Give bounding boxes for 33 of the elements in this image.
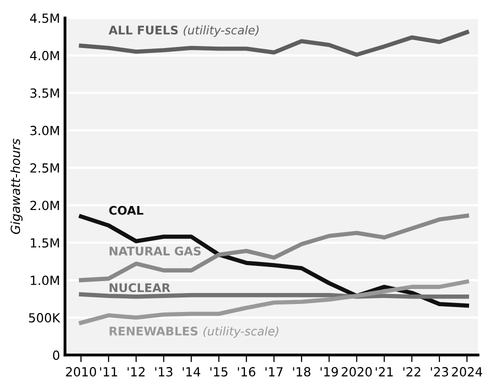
y-tick-label: 0: [53, 350, 60, 360]
series-label: NUCLEAR: [110, 283, 170, 292]
x-tick-label: 2024: [452, 367, 482, 377]
y-tick-label: 3.5M: [30, 88, 59, 98]
y-tick-label: 500K: [29, 313, 60, 323]
x-tick-label: '17: [266, 367, 283, 376]
x-tick-label: '12: [128, 367, 145, 376]
line-series: [78, 214, 470, 282]
y-tick-label: 4.0M: [30, 50, 59, 60]
y-tick-label: 3.0M: [30, 126, 59, 136]
y-tick-label: 4.5M: [30, 14, 59, 23]
x-tick-label: '11: [100, 367, 118, 376]
x-tick-label: 2010: [66, 367, 96, 377]
x-tick-label: '16: [238, 367, 256, 377]
x-tick-label: '13: [155, 367, 172, 377]
series-label: RENEWABLES (utility-scale): [110, 326, 278, 338]
x-tick-label: 2020: [342, 367, 372, 377]
y-axis-title: Gigawatt-hours: [10, 138, 23, 234]
series-label: NATURAL GAS: [110, 246, 201, 256]
x-tick-label: '22: [403, 367, 420, 376]
x-tick-label: '19: [320, 367, 338, 377]
x-tick-label: '18: [293, 367, 310, 377]
y-tick-label: 2.5M: [30, 163, 59, 173]
y-tick-label: 2.0M: [30, 200, 59, 210]
series-label: COAL: [109, 206, 144, 215]
x-tick-label: '21: [376, 367, 393, 376]
y-tick-label: 1.0M: [30, 276, 59, 286]
x-tick-label: '23: [430, 367, 448, 377]
series-label: ALL FUELS (utility-scale): [108, 25, 259, 37]
x-tick-label: '14: [182, 367, 200, 376]
y-tick-label: 1.5M: [30, 238, 59, 248]
line-series: [78, 280, 470, 325]
x-tick-label: '15: [210, 367, 228, 377]
